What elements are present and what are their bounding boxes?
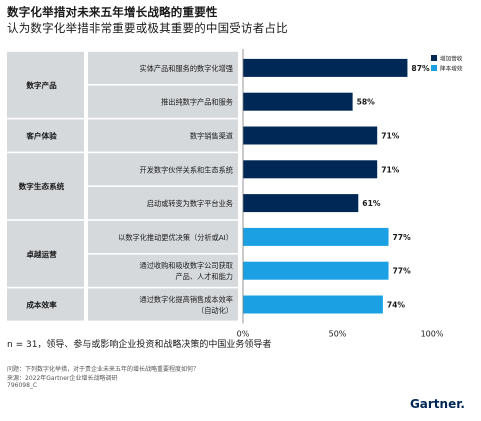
category-row-bg <box>88 220 238 253</box>
category-row-bg <box>88 254 238 287</box>
legend-label: 降本增效 <box>440 65 463 73</box>
group-label: 客户体验 <box>26 131 57 141</box>
legend-label: 增加营收 <box>440 55 463 63</box>
category-row-bg <box>88 119 238 152</box>
legend-swatch <box>431 65 437 71</box>
x-tick-label: 100% <box>421 329 444 338</box>
value-label: 77% <box>393 267 412 276</box>
category-label: 启动或转变为数字平台业务 <box>147 199 233 208</box>
footer-source: 来源：2022年Gartner企业增长战略调研 <box>7 375 118 382</box>
group-block <box>7 153 84 220</box>
bar <box>243 295 383 314</box>
category-label: 通过数字化提高销售成本效率（自动化） <box>140 295 233 315</box>
bar <box>243 227 389 246</box>
bar <box>243 92 353 111</box>
category-row-bg <box>88 51 238 84</box>
value-label: 58% <box>357 98 376 107</box>
bar <box>243 160 378 179</box>
category-label: 以数字化推动更优决策（分析或AI） <box>118 233 233 242</box>
footer-question: 问题：下列数字化举措，对于贵企业未来五年的增长战略重要程度如何？ <box>7 366 200 373</box>
x-tick-label: 50% <box>329 329 347 338</box>
category-row-bg <box>88 153 238 186</box>
chart-subtitle: 认为数字化举措非常重要或极其重要的中国受访者占比 <box>7 21 288 35</box>
group-block <box>7 220 84 287</box>
category-label: 实体产品和服务的数字化增强 <box>140 64 233 73</box>
sample-note: n = 31，领导、参与或影响企业投资和战略决策的中国业务领导者 <box>7 340 272 350</box>
group-block <box>7 51 84 118</box>
category-label: 通过收购和吸收数字公司获取产品、人才和能力 <box>140 261 233 281</box>
category-label: 推出纯数字产品和服务 <box>161 98 233 107</box>
value-label: 71% <box>381 165 400 174</box>
chart-title: 数字化举措对未来五年增长战略的重要性 <box>7 5 218 19</box>
value-label: 77% <box>393 233 412 242</box>
bar <box>243 194 359 213</box>
group-block <box>7 119 84 152</box>
group-label: 卓越运营 <box>26 249 57 259</box>
x-tick-label: 0% <box>237 329 250 338</box>
value-label: 61% <box>362 199 381 208</box>
category-label: 开发数字伙伴关系和生态系统 <box>140 165 233 174</box>
group-label: 成本效率 <box>26 300 57 310</box>
bar <box>243 261 389 280</box>
category-label: 数字销售渠道 <box>190 132 233 141</box>
bar <box>243 58 408 77</box>
footer-id: 796098_C <box>7 382 38 389</box>
category-row-bg <box>88 187 238 220</box>
bar <box>243 126 378 145</box>
value-label: 71% <box>381 132 400 141</box>
value-label: 74% <box>387 301 406 310</box>
value-label: 87% <box>411 64 430 73</box>
category-row-bg <box>88 85 238 118</box>
group-label: 数字产品 <box>26 80 57 90</box>
gartner-logo: Gartner. <box>409 397 465 411</box>
group-block <box>7 288 84 321</box>
category-row-bg <box>88 288 238 321</box>
group-label: 数字生态系统 <box>19 181 65 191</box>
legend-swatch <box>431 55 437 61</box>
